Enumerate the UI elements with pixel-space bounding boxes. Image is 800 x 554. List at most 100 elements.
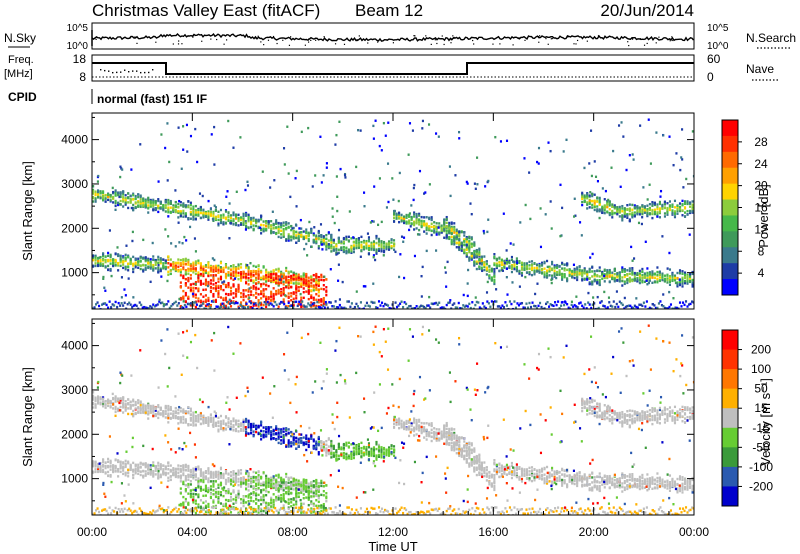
power-cell xyxy=(227,300,230,304)
power-cell xyxy=(207,210,210,213)
power-cell xyxy=(488,274,491,278)
power-cell xyxy=(568,272,571,276)
power-cell xyxy=(468,246,471,249)
power-cell xyxy=(350,237,353,240)
nsearch-point xyxy=(304,44,306,46)
power-cell xyxy=(357,246,360,250)
power-cell xyxy=(364,285,367,288)
power-cell xyxy=(102,302,105,305)
power-cell xyxy=(352,244,355,247)
power-cell xyxy=(292,226,295,230)
power-cell xyxy=(239,279,243,282)
power-cell xyxy=(466,294,469,298)
power-cell xyxy=(215,305,218,308)
power-cell xyxy=(621,284,624,287)
power-cell xyxy=(295,234,298,237)
power-cell xyxy=(448,226,451,229)
velocity-cell xyxy=(124,409,127,412)
power-cell xyxy=(152,269,155,272)
nsearch-point xyxy=(538,41,540,43)
velocity-cell xyxy=(179,416,182,419)
power-colorbar-swatch-5 xyxy=(722,199,738,216)
power-cell xyxy=(581,193,584,196)
power-cell xyxy=(551,268,554,272)
power-cell xyxy=(453,222,456,225)
power-cell xyxy=(184,277,187,281)
power-cell xyxy=(403,301,406,304)
power-cell xyxy=(480,263,483,266)
power-cell xyxy=(534,292,537,296)
power-cell xyxy=(140,303,143,307)
power-cell xyxy=(320,303,323,307)
power-cell xyxy=(233,277,237,280)
power-cell xyxy=(137,201,140,204)
power-cell xyxy=(535,267,539,270)
power-cell xyxy=(214,216,218,219)
power-cell xyxy=(260,297,263,300)
power-cell xyxy=(97,193,100,196)
power-cell xyxy=(538,270,541,273)
power-cell xyxy=(164,206,167,210)
power-cell xyxy=(295,294,298,297)
power-cell xyxy=(603,211,606,215)
velocity-cell xyxy=(92,390,95,394)
power-cell xyxy=(102,194,105,198)
power-cell xyxy=(673,210,677,213)
power-cell xyxy=(103,286,106,289)
power-cell xyxy=(234,221,238,225)
power-cell xyxy=(530,264,534,267)
power-cell xyxy=(92,254,95,258)
power-cell xyxy=(315,280,318,284)
power-cell xyxy=(445,234,448,237)
power-cell xyxy=(615,290,618,293)
power-cell xyxy=(184,281,187,285)
velocity-cell xyxy=(132,412,135,416)
power-cell xyxy=(94,200,97,203)
power-cell xyxy=(262,307,265,309)
power-cell xyxy=(518,270,521,273)
power-cell xyxy=(287,236,290,239)
power-cell xyxy=(586,274,589,278)
power-cell xyxy=(287,225,290,229)
power-cell xyxy=(194,262,197,265)
power-cell xyxy=(152,255,155,258)
power-heatmap-cells xyxy=(92,118,694,309)
power-cell xyxy=(364,304,367,308)
power-cell xyxy=(528,301,531,305)
power-cell xyxy=(119,175,122,179)
power-cell xyxy=(642,301,645,304)
power-cell xyxy=(465,248,468,251)
power-cell xyxy=(588,303,591,306)
power-cell xyxy=(114,252,117,256)
power-cell xyxy=(282,229,285,233)
power-cell xyxy=(305,305,308,308)
power-cell xyxy=(345,250,348,253)
power-cell xyxy=(594,175,598,179)
nsearch-point xyxy=(632,37,634,39)
power-cell xyxy=(282,272,285,275)
power-cell xyxy=(355,244,358,248)
power-cell xyxy=(287,305,290,308)
power-cell xyxy=(199,267,202,270)
velocity-cell xyxy=(122,411,125,414)
velocity-cell xyxy=(162,414,165,417)
power-cell xyxy=(265,287,268,291)
power-cell xyxy=(206,284,209,288)
nsearch-point xyxy=(573,43,575,45)
velocity-cell xyxy=(129,406,132,410)
power-cell xyxy=(307,239,310,243)
power-cell xyxy=(666,202,669,205)
power-cell xyxy=(453,302,456,305)
power-cell xyxy=(257,264,260,267)
power-cell xyxy=(565,263,569,266)
power-cell xyxy=(606,201,609,204)
velocity-cell xyxy=(149,406,152,409)
velocity-cell xyxy=(107,399,110,402)
power-cell xyxy=(214,217,218,220)
power-cell xyxy=(463,248,466,251)
power-cell xyxy=(294,177,297,180)
power-cell xyxy=(463,250,466,254)
power-cell xyxy=(524,203,527,207)
power-cell xyxy=(516,302,519,305)
